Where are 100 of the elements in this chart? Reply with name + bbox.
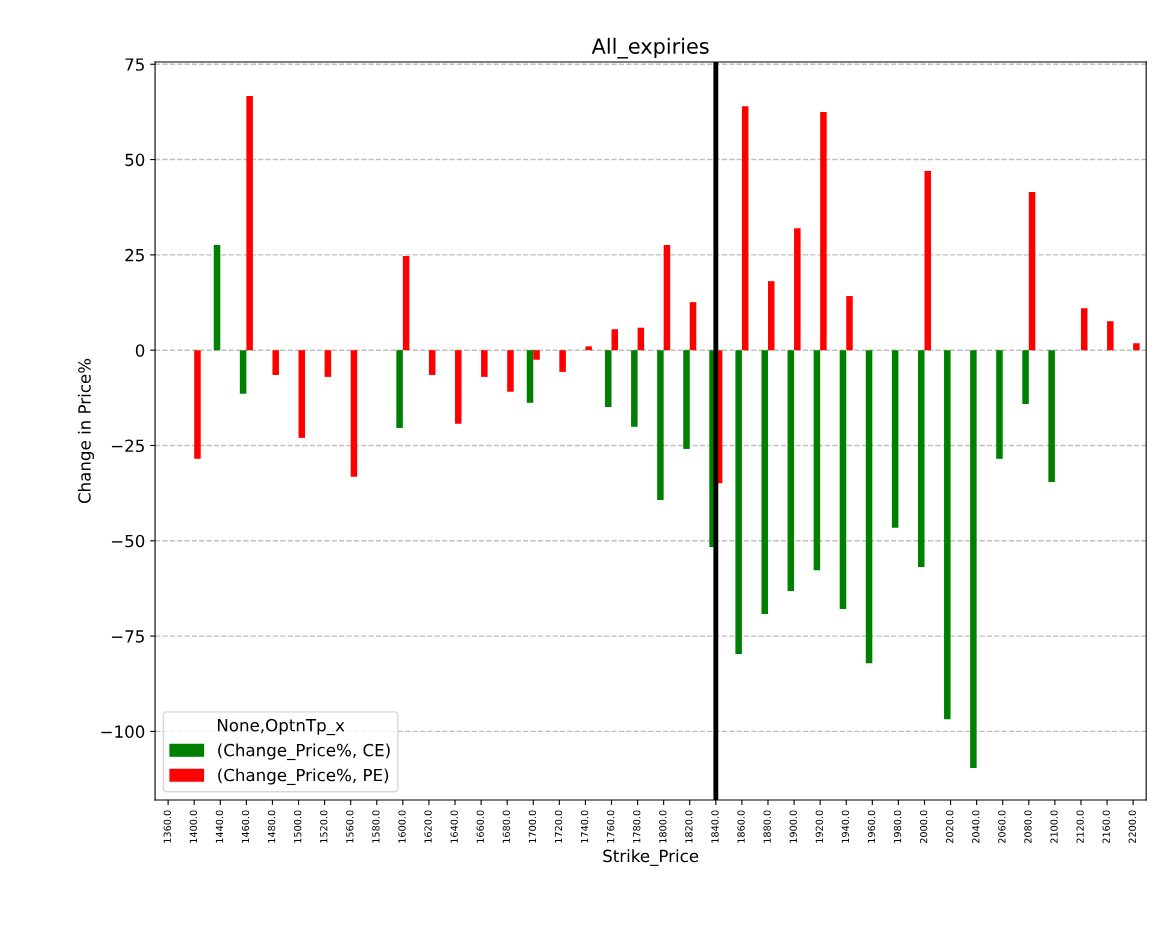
x-axis-title: Strike_Price [603,849,699,866]
bar [917,350,925,568]
x-tick-label: 1620.0 [424,810,432,843]
legend-label: (Change_Price%, PE) [218,768,389,786]
bar [1048,350,1055,483]
bar [865,350,873,664]
x-tick-label: 1640.0 [450,810,458,843]
bar [689,302,697,351]
x-tick-label: 1860.0 [737,810,745,843]
legend-label: (Change_Price%, CE) [218,743,390,761]
x-tick-label: 2100.0 [1050,810,1058,844]
x-tick-label: 1560.0 [346,810,354,843]
bar [631,350,638,427]
x-tick-label: 1500.0 [293,810,302,843]
bar [481,350,488,377]
bar [657,350,664,500]
bar [213,244,221,351]
bar [559,350,566,372]
bar [533,350,540,360]
x-tick-label: 1960.0 [867,810,876,843]
bar [637,327,645,351]
y-tick-label: 50 [125,153,145,167]
y-tick-label: −75 [111,630,144,643]
x-tick-label: 2020.0 [946,810,954,844]
x-tick-label: 2120.0 [1076,810,1084,844]
x-tick-label: 1700.0 [528,810,537,843]
bar [813,350,821,571]
x-tick-label: 1460.0 [241,810,250,843]
x-tick-label: 2080.0 [1024,810,1032,844]
bar [839,350,847,610]
x-tick-label: 1580.0 [372,810,380,843]
legend-title: None,OptnTp_x [217,718,345,736]
x-tick-label: 1840.0 [711,810,719,843]
chart-title: All_expiries [591,37,709,59]
x-tick-label: 1980.0 [893,810,902,843]
x-tick-label: 1880.0 [763,810,771,843]
bar [396,350,403,428]
x-tick-label: 2160.0 [1102,810,1110,844]
bar [239,350,247,394]
bar [428,350,436,375]
bar [298,350,306,438]
x-tick-label: 1820.0 [685,810,693,843]
bar [794,228,801,351]
bar [194,350,201,459]
bar [944,350,951,720]
bar [1080,308,1088,351]
x-tick-label: 1720.0 [554,810,563,843]
bar [761,350,768,614]
y-tick-label: −100 [101,725,145,738]
x-tick-label: 1400.0 [189,810,198,843]
bar [1107,321,1114,351]
x-tick-label: 1800.0 [659,810,667,843]
x-tick-label: 1920.0 [815,810,823,843]
bar [585,346,592,351]
x-tick-label: 1440.0 [215,810,224,843]
bar [996,350,1003,459]
x-tick-label: 1760.0 [606,810,615,843]
bar [820,111,827,351]
x-tick-label: 1520.0 [320,810,328,843]
bar [402,256,410,351]
bar [663,244,671,351]
bar [741,106,749,351]
y-tick-label: 0 [135,344,145,357]
x-tick-label: 1480.0 [267,810,276,843]
bar [350,350,358,477]
bar [246,95,253,351]
y-tick-label: −25 [111,439,144,453]
y-tick-label: −50 [111,534,145,548]
bar [683,350,690,449]
bar [507,350,514,392]
x-tick-label: 2040.0 [972,810,980,844]
bar [787,350,795,592]
x-tick-label: 1360.0 [163,810,171,843]
y-axis-title: Change in Price% [77,358,95,504]
x-tick-label: 1600.0 [398,810,406,843]
bar [1022,350,1029,404]
bar [1028,191,1036,351]
bar [1133,343,1140,351]
x-tick-label: 1660.0 [476,810,484,843]
x-tick-label: 1900.0 [789,810,797,843]
x-tick-label: 1740.0 [580,810,589,843]
x-tick-label: 2060.0 [998,810,1006,844]
x-tick-label: 2000.0 [919,810,928,844]
bar [604,350,612,407]
bar [324,350,332,377]
y-tick-label: 25 [125,248,144,262]
x-tick-label: 2200.0 [1128,810,1136,844]
y-tick-label: 75 [125,58,144,71]
bar [611,329,619,351]
bar [924,171,931,351]
x-tick-label: 1780.0 [633,810,641,843]
bar [970,350,977,768]
bar [526,350,534,403]
bar [455,350,462,424]
bar [891,350,899,528]
bar [846,296,853,351]
bar [272,350,279,375]
x-tick-label: 1680.0 [502,810,510,843]
bar [768,281,775,351]
bar [735,350,742,655]
